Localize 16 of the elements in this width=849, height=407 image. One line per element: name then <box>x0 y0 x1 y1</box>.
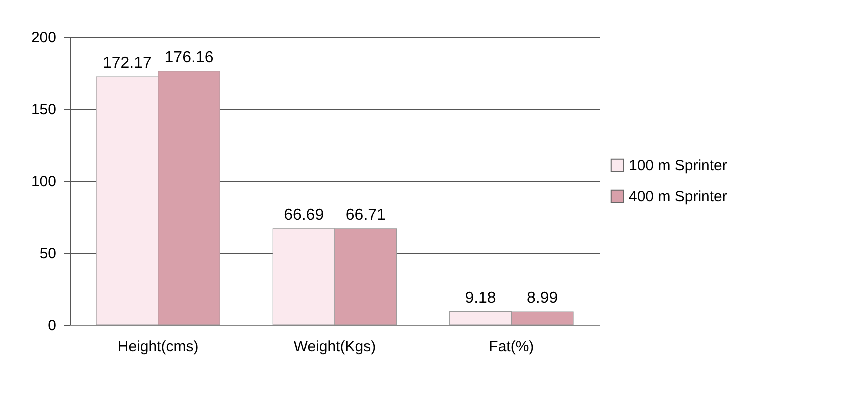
data-label: 176.16 <box>164 49 214 66</box>
x-tick-label: Height(cms) <box>118 338 199 356</box>
legend-label: 400 m Sprinter <box>629 188 728 206</box>
data-label: 172.17 <box>102 55 152 72</box>
data-label: 66.69 <box>284 206 324 224</box>
x-tick-label: Fat(%) <box>489 338 534 356</box>
x-tick-label: Weight(Kgs) <box>294 338 376 356</box>
y-tick-label: 200 <box>31 30 56 46</box>
y-tick-label: 150 <box>31 102 56 118</box>
data-label: 8.99 <box>527 290 558 308</box>
y-tick-label: 0 <box>48 318 56 334</box>
y-tick-label: 100 <box>31 174 56 190</box>
y-tick-label: 50 <box>40 246 56 262</box>
data-label: 9.18 <box>465 290 496 307</box>
data-label: 66.71 <box>346 206 386 224</box>
legend-label: 100 m Sprinter <box>629 158 728 174</box>
